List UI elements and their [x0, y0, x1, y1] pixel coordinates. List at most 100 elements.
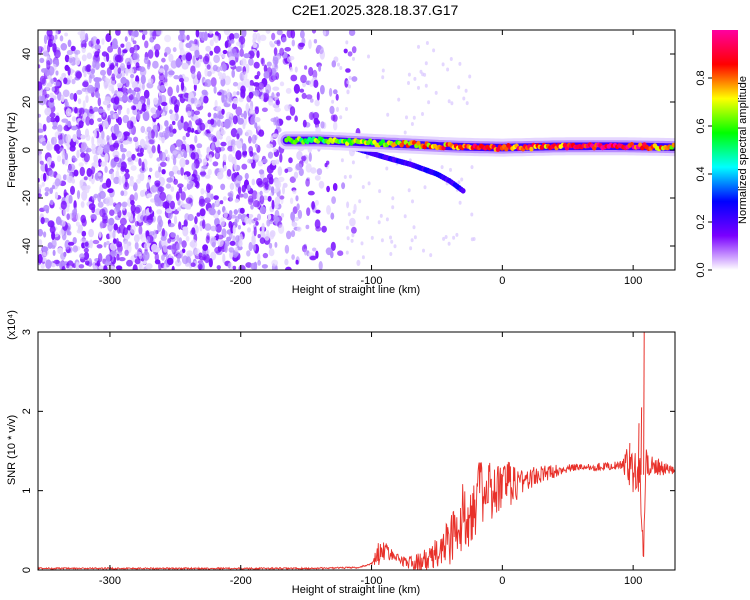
heatmap-marks	[38, 30, 675, 270]
heatmap-noise-cell	[326, 185, 330, 193]
heatmap-noise-cell	[256, 71, 261, 77]
heatmap-noise-cell	[49, 199, 54, 206]
heatmap-noise-cell	[61, 266, 66, 270]
heatmap-noise-cell	[234, 218, 238, 228]
heatmap-noise-cell	[263, 71, 270, 79]
heatmap-noise-cell	[132, 40, 137, 45]
heatmap-carrier-cell	[671, 142, 675, 148]
heatmap-noise-cell	[138, 30, 144, 33]
heatmap-noise-cell	[141, 83, 145, 91]
heatmap-noise-cell	[308, 152, 312, 162]
heatmap-noise-cell	[221, 53, 226, 59]
heatmap-noise-cell	[61, 149, 65, 158]
heatmap-noise-cell	[250, 262, 257, 270]
heatmap-noise-cell	[79, 166, 86, 177]
heatmap-noise-cell	[177, 199, 181, 206]
heatmap-noise-cell	[179, 157, 186, 168]
heatmap-noise-cell	[274, 116, 280, 126]
heatmap-noise-cell	[54, 34, 58, 40]
heatmap-noise-cell	[218, 135, 223, 140]
heatmap-noise-cell	[80, 134, 86, 140]
heatmap-noise-cell	[103, 144, 110, 154]
heatmap-noise-cell	[153, 97, 159, 106]
heatmap-x-tick-label: 100	[624, 275, 642, 287]
heatmap-noise-cell	[146, 63, 151, 70]
heatmap-noise-cell	[119, 97, 125, 102]
heatmap-noise-cell	[118, 257, 126, 262]
heatmap-noise-cell	[257, 81, 265, 90]
heatmap-noise-cell	[417, 44, 420, 49]
heatmap-noise-cell	[294, 66, 298, 73]
heatmap-noise-cell	[152, 124, 159, 132]
heatmap-noise-cell	[237, 213, 242, 220]
heatmap-noise-cell	[65, 134, 72, 144]
heatmap-noise-cell	[282, 185, 285, 195]
heatmap-noise-cell	[312, 112, 320, 120]
heatmap-noise-cell	[200, 168, 204, 173]
heatmap-noise-cell	[262, 158, 268, 164]
heatmap-noise-cell	[195, 119, 202, 126]
heatmap-noise-cell	[51, 185, 56, 190]
heatmap-noise-cell	[165, 104, 169, 112]
heatmap-noise-cell	[108, 135, 113, 145]
heatmap-noise-cell	[38, 193, 42, 198]
heatmap-noise-cell	[277, 166, 283, 176]
heatmap-noise-cell	[218, 51, 222, 57]
heatmap-noise-cell	[328, 87, 333, 97]
heatmap-noise-cell	[116, 82, 123, 89]
heatmap-noise-cell	[295, 97, 299, 103]
heatmap-noise-cell	[80, 238, 87, 243]
heatmap-noise-cell	[165, 183, 172, 189]
heatmap-noise-cell	[172, 156, 177, 166]
heatmap-noise-cell	[112, 112, 119, 119]
heatmap-noise-cell	[380, 238, 384, 243]
colorbar-tick-label: 0.4	[695, 166, 707, 181]
heatmap-noise-cell	[228, 210, 233, 216]
heatmap-noise-cell	[346, 89, 350, 95]
heatmap-noise-cell	[85, 33, 89, 42]
heatmap-noise-cell	[72, 237, 77, 244]
heatmap-noise-cell	[285, 115, 292, 121]
heatmap-noise-cell	[360, 241, 364, 246]
heatmap-noise-cell	[71, 209, 76, 218]
heatmap-noise-cell	[143, 89, 150, 99]
heatmap-noise-cell	[243, 110, 247, 120]
snr-x-ticks: -300 -200 -100 0 100	[99, 332, 642, 587]
heatmap-noise-cell	[113, 238, 117, 244]
heatmap-noise-cell	[241, 163, 248, 170]
heatmap-noise-cell	[304, 65, 308, 70]
heatmap-noise-cell	[266, 219, 271, 227]
heatmap-noise-cell	[240, 113, 244, 118]
heatmap-noise-cell	[66, 229, 70, 236]
heatmap-noise-cell	[316, 168, 323, 176]
heatmap-noise-cell	[206, 183, 211, 193]
heatmap-noise-cell	[296, 150, 303, 161]
heatmap-noise-cell	[196, 60, 201, 68]
heatmap-noise-cell	[259, 34, 267, 41]
heatmap-noise-cell	[217, 209, 221, 216]
heatmap-y-axis-label: Frequency (Hz)	[6, 112, 18, 188]
heatmap-noise-cell	[60, 200, 67, 210]
heatmap-noise-cell	[57, 130, 61, 136]
heatmap-noise-cell	[57, 247, 64, 254]
heatmap-noise-cell	[94, 51, 100, 58]
heatmap-noise-cell	[226, 88, 230, 99]
heatmap-noise-cell	[312, 69, 318, 80]
heatmap-noise-cell	[125, 131, 131, 137]
heatmap-noise-cell	[121, 175, 126, 185]
heatmap-noise-cell	[146, 126, 152, 133]
heatmap-noise-cell	[128, 94, 134, 101]
heatmap-noise-cell	[66, 143, 71, 151]
heatmap-noise-cell	[76, 89, 83, 95]
heatmap-noise-cell	[95, 92, 101, 99]
heatmap-noise-cell	[411, 199, 414, 204]
heatmap-noise-cell	[378, 189, 382, 194]
heatmap-noise-cell	[49, 112, 56, 118]
heatmap-noise-cell	[180, 81, 185, 91]
heatmap-noise-cell	[142, 251, 150, 261]
snr-y-tick-label: 1	[21, 488, 33, 494]
heatmap-noise-cell	[222, 63, 227, 72]
heatmap-noise-cell	[141, 30, 148, 36]
snr-spike	[637, 423, 640, 475]
heatmap-noise-cell	[120, 71, 126, 78]
